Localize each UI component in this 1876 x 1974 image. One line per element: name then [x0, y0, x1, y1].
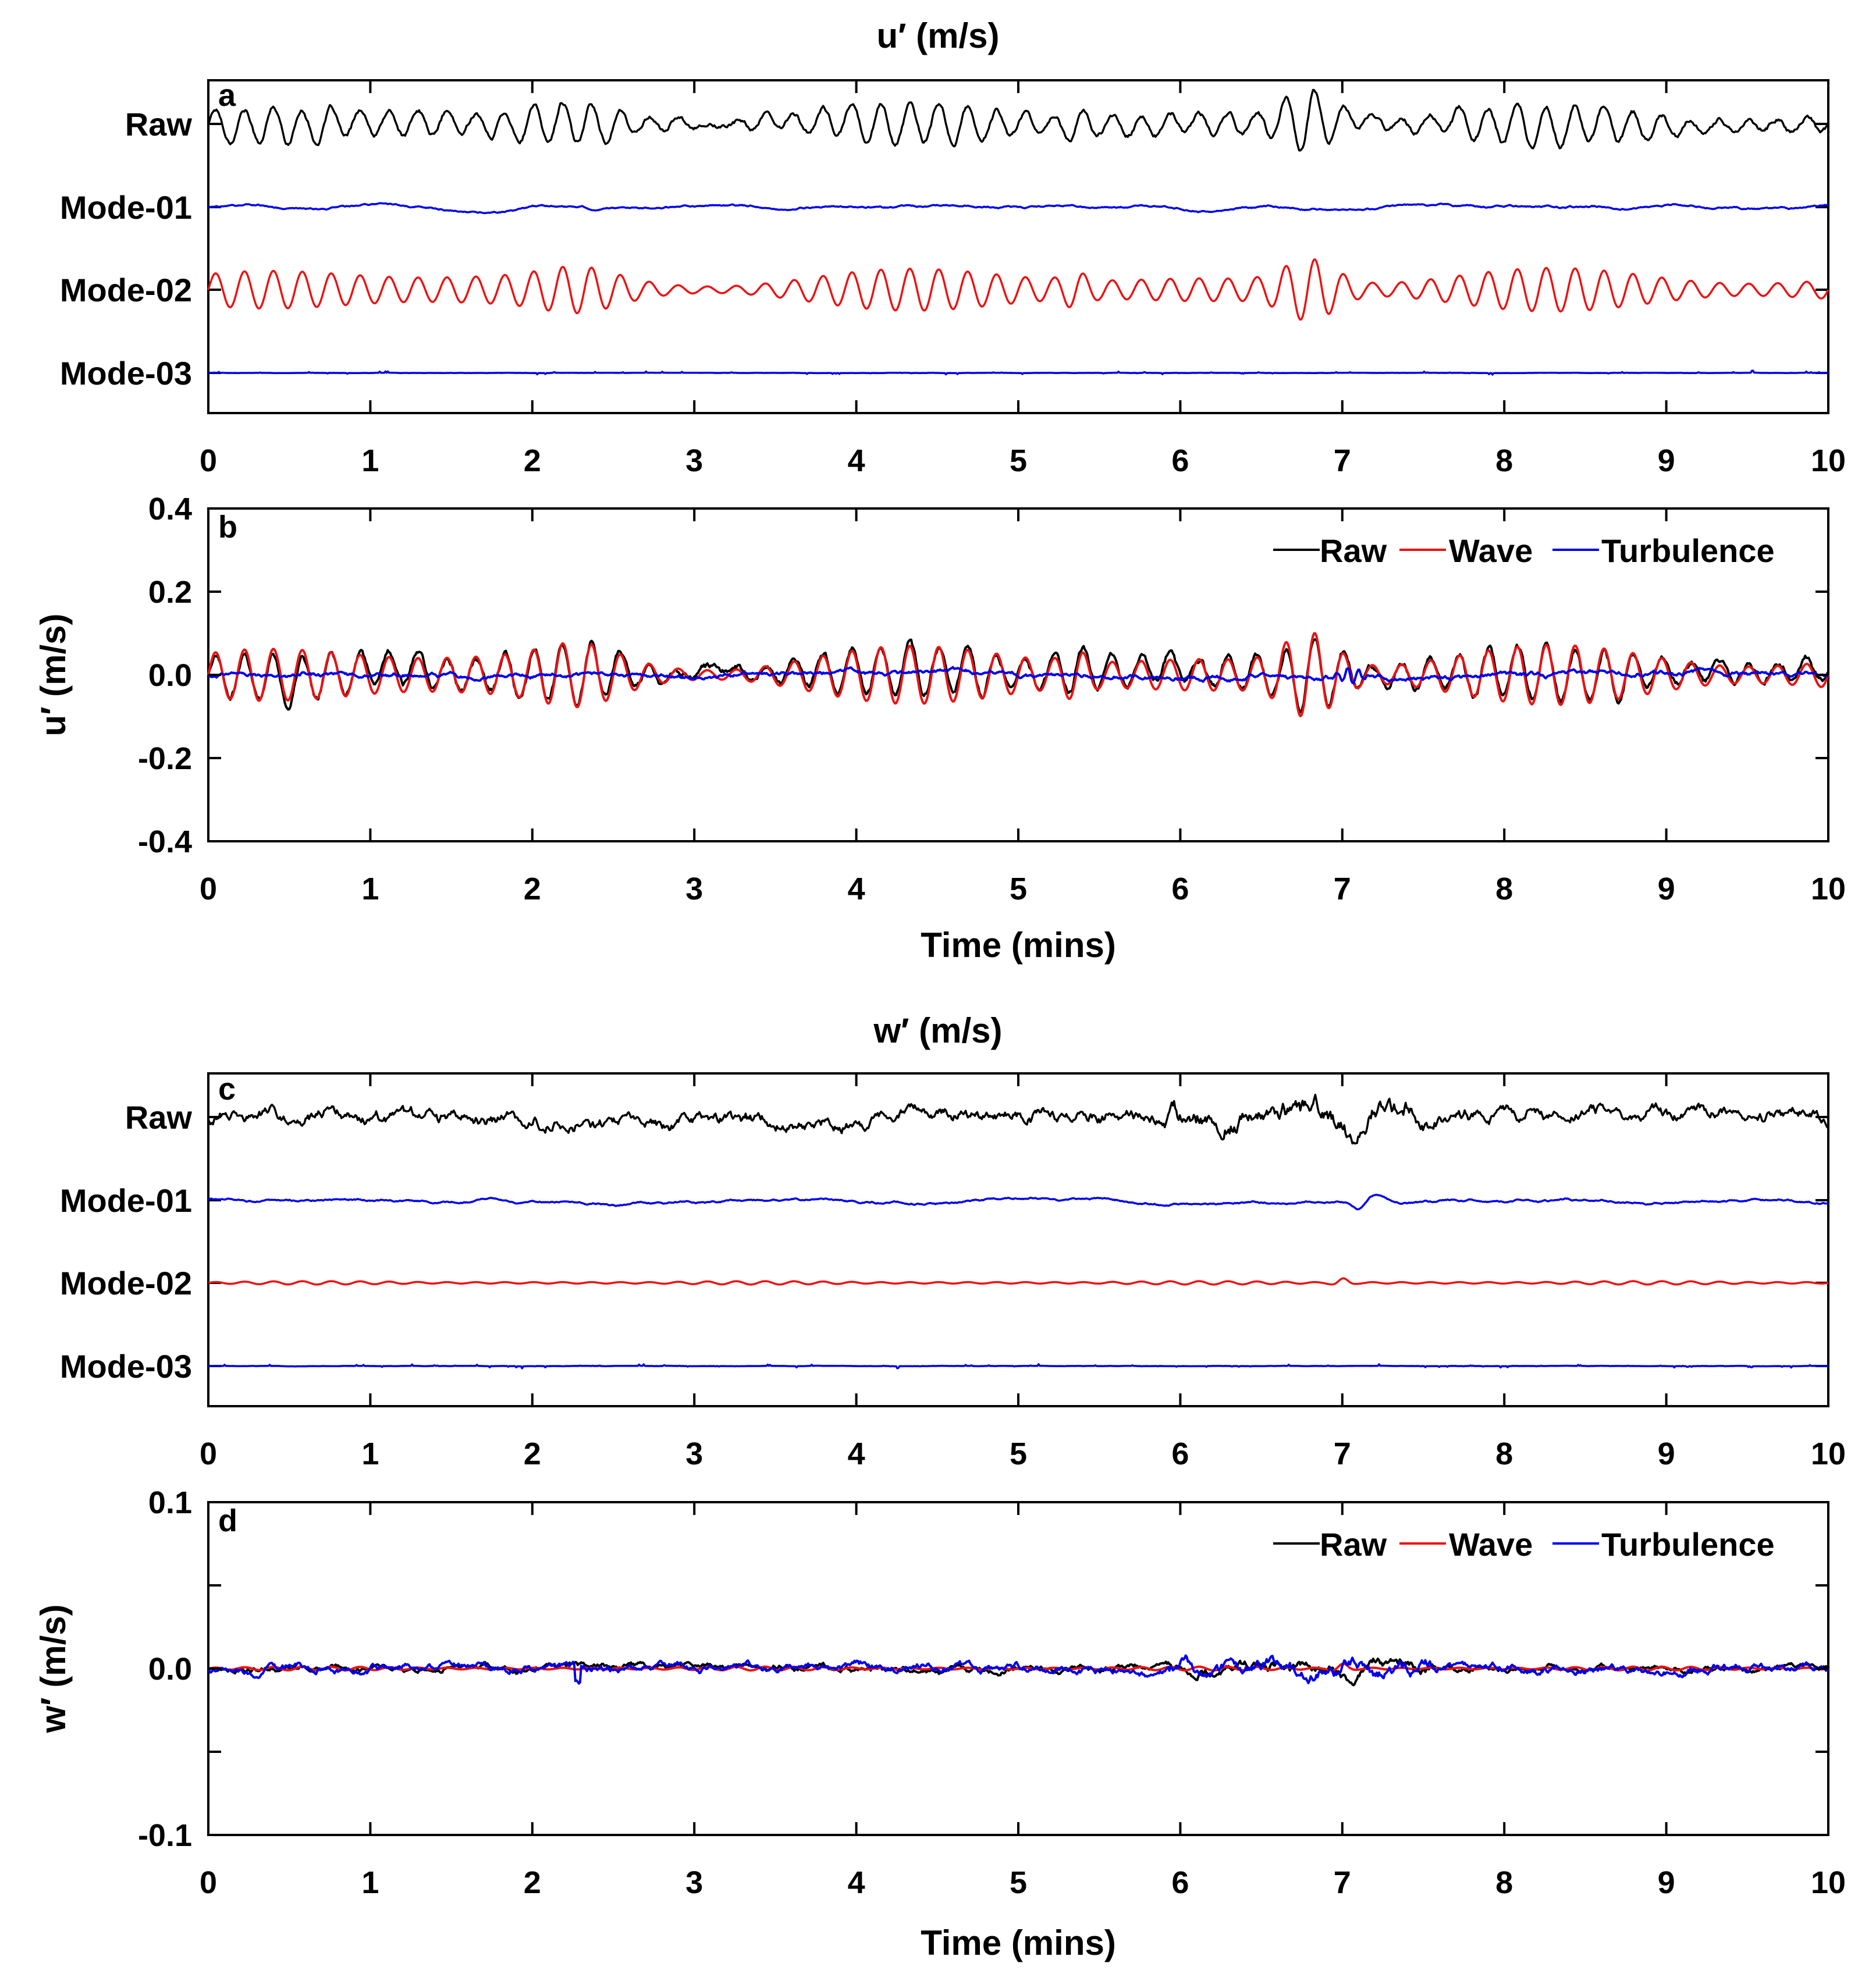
- x-tick-label: 3: [685, 1865, 703, 1900]
- x-tick-label: 2: [524, 443, 541, 478]
- x-tick-label: 3: [685, 872, 703, 906]
- x-tick-label: 5: [1010, 872, 1027, 906]
- x-tick-label: 7: [1334, 872, 1351, 906]
- x-tick-label: 0: [200, 1436, 217, 1471]
- row-label-raw: Raw: [125, 1099, 193, 1136]
- x-tick-label: 8: [1495, 872, 1513, 906]
- x-tick-label: 2: [524, 872, 541, 906]
- row-label-mode-02: Mode-02: [60, 1265, 192, 1301]
- row-label-mode-01: Mode-01: [60, 1182, 192, 1219]
- x-tick-label: 2: [524, 1436, 541, 1471]
- panel-d-label: d: [218, 1503, 237, 1538]
- y-tick-label: -0.1: [138, 1818, 192, 1853]
- panel-a-frame: [207, 79, 1829, 414]
- x-tick-label: 8: [1495, 1436, 1513, 1471]
- x-tick-label: 6: [1171, 872, 1189, 906]
- x-tick-label: 10: [1811, 1865, 1846, 1900]
- panel-b-label: b: [218, 510, 237, 545]
- legend-turbulence: Turbulence: [1601, 1526, 1775, 1563]
- x-tick-label: 5: [1010, 1436, 1027, 1471]
- x-tick-label: 1: [361, 872, 379, 906]
- x-tick-label: 4: [848, 443, 865, 478]
- x-tick-label: 4: [848, 1865, 865, 1900]
- legend-wave: Wave: [1449, 1526, 1533, 1563]
- y-tick-label: 0.2: [148, 575, 192, 610]
- y-tick-label: 0.4: [148, 492, 192, 527]
- x-tick-label: 0: [200, 872, 217, 906]
- panel-a-title: u′ (m/s): [876, 16, 999, 55]
- x-tick-label: 3: [685, 1436, 703, 1471]
- x-tick-label: 2: [524, 1865, 541, 1900]
- x-tick-label: 7: [1334, 1865, 1351, 1900]
- panel-b-legend: Raw Wave Turbulence: [1273, 532, 1775, 569]
- row-label-mode-02: Mode-02: [60, 272, 192, 308]
- legend-turbulence: Turbulence: [1601, 532, 1775, 569]
- panel-b: b 0.4 0.2 0.0 -0.2 -0.4 0 1 2 3 4 5 6 7 8 9 10 u′ (m/s…: [34, 492, 1846, 965]
- panel-c-frame: [207, 1072, 1829, 1407]
- y-tick-label: 0.0: [148, 1652, 192, 1687]
- panel-c: w′ (m/s) c Raw Mode-01 Mode-02 Mode-03 0 1 2 3…: [60, 1011, 1846, 1471]
- x-tick-label: 4: [848, 1436, 865, 1471]
- legend-raw: Raw: [1320, 1526, 1387, 1563]
- panel-a: u′ (m/s) a Raw Mode-01 Mode-02 Mode-03 0 1 2 3…: [60, 16, 1846, 478]
- x-tick-label: 5: [1010, 1865, 1027, 1900]
- x-tick-label: 1: [361, 1436, 379, 1471]
- series-raw: [207, 88, 1829, 152]
- x-tick-label: 9: [1658, 1436, 1675, 1471]
- series-mode-03: [208, 1363, 1829, 1370]
- x-tick-label: 6: [1171, 1436, 1189, 1471]
- x-tick-label: 1: [361, 443, 379, 478]
- panel-c-label: c: [218, 1072, 236, 1107]
- row-label-mode-03: Mode-03: [60, 355, 192, 392]
- x-tick-label: 9: [1658, 1865, 1675, 1900]
- series-mode-01: [208, 202, 1829, 215]
- legend-wave: Wave: [1449, 532, 1533, 569]
- x-tick-label: 0: [200, 1865, 217, 1900]
- series-mode-02: [207, 258, 1829, 321]
- x-tick-label: 9: [1658, 872, 1675, 906]
- series-mode-03: [208, 369, 1828, 376]
- x-tick-label: 8: [1495, 1865, 1513, 1900]
- panel-c-title: w′ (m/s): [873, 1011, 1002, 1050]
- x-tick-label: 5: [1010, 443, 1027, 478]
- x-tick-label: 10: [1811, 443, 1846, 478]
- panel-b-ylabel: u′ (m/s): [34, 613, 73, 736]
- y-tick-label: -0.4: [138, 824, 192, 859]
- series-mode-01: [208, 1193, 1829, 1211]
- y-tick-label: 0.0: [148, 658, 192, 693]
- x-tick-label: 6: [1171, 1865, 1189, 1900]
- series-wave: [207, 632, 1829, 717]
- x-tick-label: 8: [1495, 443, 1513, 478]
- x-tick-label: 4: [848, 872, 865, 906]
- panel-d: d 0.1 0.0 -0.1 0 1 2 3 4 5 6 7 8 9 10 w′ (m/s) Time …: [34, 1485, 1846, 1962]
- x-tick-label: 6: [1171, 443, 1189, 478]
- legend-raw: Raw: [1320, 532, 1387, 569]
- x-tick-label: 1: [361, 1865, 379, 1900]
- series-turbulence: [208, 666, 1829, 685]
- x-tick-label: 3: [685, 443, 703, 478]
- series-mode-02: [208, 1277, 1829, 1286]
- panel-d-ylabel: w′ (m/s): [34, 1604, 73, 1733]
- row-label-mode-01: Mode-01: [60, 189, 192, 226]
- panel-a-label: a: [218, 78, 236, 113]
- panel-b-xlabel: Time (mins): [921, 926, 1116, 965]
- row-label-raw: Raw: [125, 106, 193, 143]
- y-tick-label: -0.2: [138, 741, 192, 776]
- series-turbulence: [207, 1654, 1829, 1685]
- row-label-mode-03: Mode-03: [60, 1348, 192, 1385]
- series-raw: [207, 1093, 1829, 1145]
- x-tick-label: 10: [1811, 872, 1846, 906]
- x-tick-label: 10: [1811, 1436, 1846, 1471]
- panel-d-legend: Raw Wave Turbulence: [1273, 1526, 1775, 1563]
- y-tick-label: 0.1: [148, 1485, 192, 1520]
- x-tick-label: 9: [1658, 443, 1675, 478]
- x-tick-label: 7: [1334, 1436, 1351, 1471]
- x-tick-label: 0: [200, 443, 217, 478]
- x-tick-label: 7: [1334, 443, 1351, 478]
- panel-d-xlabel: Time (mins): [921, 1923, 1116, 1962]
